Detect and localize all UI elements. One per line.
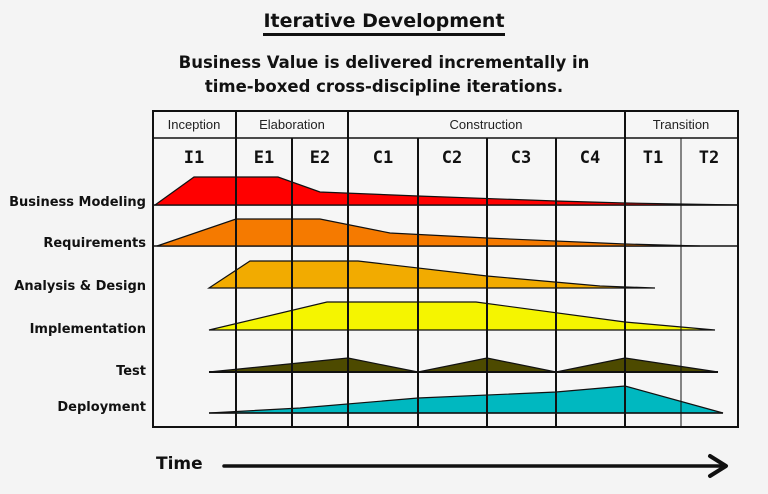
iteration-e1: E1	[254, 148, 274, 168]
iteration-e2: E2	[310, 148, 330, 168]
diagram-subtitle: Business Value is delivered incrementall…	[0, 51, 768, 99]
subtitle-line-1: Business Value is delivered incrementall…	[178, 53, 590, 72]
discipline-label-business-modeling: Business Modeling	[9, 195, 146, 210]
iteration-c1: C1	[373, 148, 393, 168]
subtitle-line-2: time-boxed cross-discipline iterations.	[204, 77, 564, 96]
iteration-c4: C4	[580, 148, 600, 168]
iteration-c3: C3	[511, 148, 531, 168]
phase-inception: Inception	[168, 117, 221, 132]
iteration-t1: T1	[643, 148, 663, 168]
area-test	[208, 357, 719, 373]
discipline-label-implementation: Implementation	[29, 322, 146, 337]
iteration-t2: T2	[699, 148, 719, 168]
phase-transition: Transition	[653, 117, 710, 132]
iteration-i1: I1	[184, 148, 204, 168]
diagram-title: Iterative Development	[0, 10, 768, 36]
discipline-label-test: Test	[116, 364, 146, 379]
iteration-grid-lines-overlay	[235, 170, 682, 427]
time-arrow-icon	[222, 454, 728, 478]
discipline-label-deployment: Deployment	[57, 400, 146, 415]
time-label: Time	[156, 454, 203, 474]
title-text: Iterative Development	[263, 10, 505, 36]
iteration-c2: C2	[442, 148, 462, 168]
phase-elaboration: Elaboration	[259, 117, 325, 132]
area-implementation	[208, 301, 716, 331]
phase-construction: Construction	[450, 117, 523, 132]
discipline-label-analysis-design: Analysis & Design	[14, 279, 146, 294]
discipline-label-requirements: Requirements	[43, 236, 146, 251]
